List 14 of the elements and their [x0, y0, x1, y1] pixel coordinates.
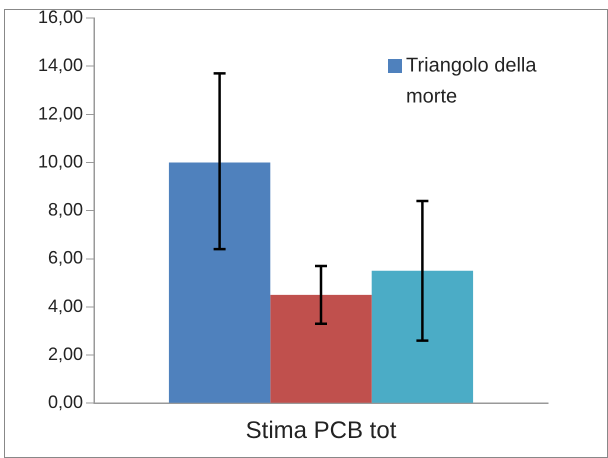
y-tick-label: 0,00 — [48, 392, 83, 412]
y-tick-label: 16,00 — [38, 6, 83, 27]
x-tick-label: Stima PCB tot — [246, 417, 397, 444]
bar — [270, 294, 372, 403]
bar — [372, 270, 474, 403]
y-tick-label: 2,00 — [48, 344, 83, 364]
legend-label: Triangolo della morte — [406, 54, 538, 108]
y-tick-label: 6,00 — [48, 248, 83, 268]
y-tick-label: 12,00 — [38, 103, 83, 124]
y-tick-label: 14,00 — [38, 55, 83, 76]
y-tick-label: 8,00 — [48, 200, 83, 220]
y-tick-label: 4,00 — [48, 296, 83, 316]
bar — [168, 162, 270, 403]
y-tick-label: 10,00 — [38, 151, 83, 172]
